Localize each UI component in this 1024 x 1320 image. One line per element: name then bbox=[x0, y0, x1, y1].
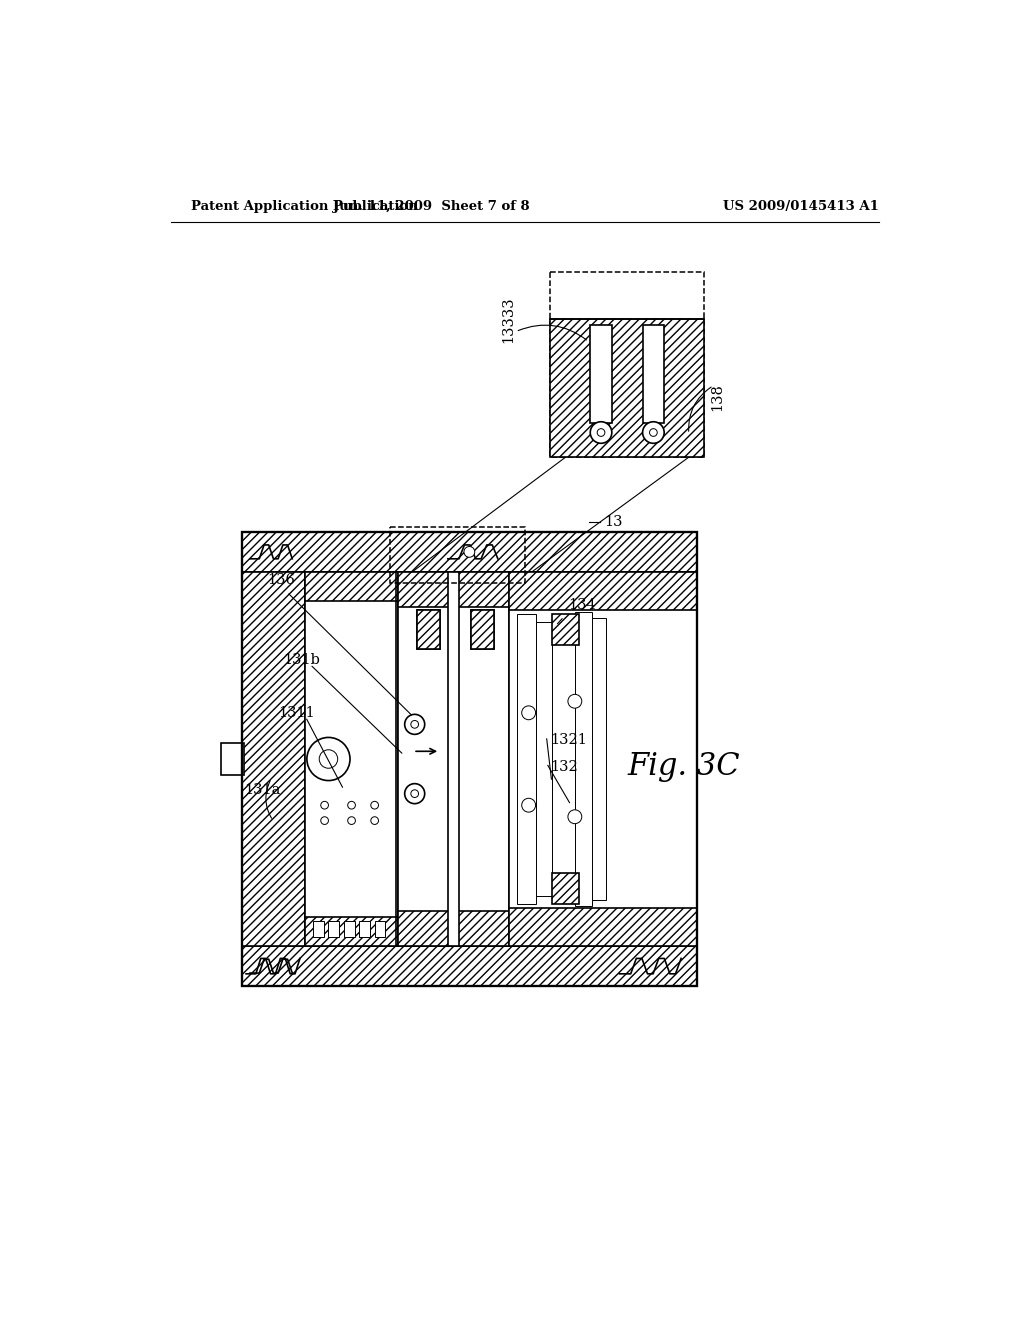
Bar bbox=[220, 743, 244, 775]
Bar bbox=[329, 921, 339, 937]
Bar bbox=[517, 614, 537, 904]
Circle shape bbox=[568, 809, 582, 824]
Bar bbox=[471, 610, 494, 649]
Bar bbox=[390, 527, 524, 582]
Bar bbox=[305, 572, 397, 601]
Bar bbox=[417, 610, 440, 649]
Bar bbox=[243, 572, 305, 946]
Text: Fig. 3C: Fig. 3C bbox=[628, 751, 739, 783]
Circle shape bbox=[521, 706, 536, 719]
Bar bbox=[509, 572, 696, 610]
Bar bbox=[305, 917, 397, 946]
Circle shape bbox=[321, 817, 329, 825]
Bar bbox=[305, 572, 397, 946]
Circle shape bbox=[411, 721, 419, 729]
Circle shape bbox=[643, 422, 665, 444]
Circle shape bbox=[371, 801, 379, 809]
Bar bbox=[509, 908, 696, 946]
Circle shape bbox=[404, 784, 425, 804]
Bar bbox=[447, 572, 459, 946]
Bar bbox=[552, 614, 579, 645]
Bar bbox=[537, 622, 552, 896]
Bar bbox=[243, 572, 696, 946]
Text: US 2009/0145413 A1: US 2009/0145413 A1 bbox=[723, 199, 879, 213]
Circle shape bbox=[319, 750, 338, 768]
Bar bbox=[305, 572, 397, 601]
Bar bbox=[313, 921, 324, 937]
Bar bbox=[359, 921, 370, 937]
Text: 134: 134 bbox=[568, 598, 596, 612]
Text: 13: 13 bbox=[604, 515, 623, 529]
Bar bbox=[375, 921, 385, 937]
Circle shape bbox=[404, 714, 425, 734]
Bar bbox=[243, 532, 696, 986]
Bar bbox=[509, 908, 696, 946]
Bar bbox=[509, 572, 696, 946]
Circle shape bbox=[321, 801, 329, 809]
Bar bbox=[574, 612, 592, 906]
Bar bbox=[550, 272, 705, 457]
Bar bbox=[397, 911, 509, 946]
Text: 136: 136 bbox=[267, 573, 296, 587]
Circle shape bbox=[521, 799, 536, 812]
Bar bbox=[552, 873, 579, 904]
Circle shape bbox=[411, 789, 419, 797]
Bar bbox=[243, 532, 696, 572]
Bar bbox=[509, 572, 696, 610]
Bar bbox=[590, 325, 611, 422]
Bar bbox=[397, 572, 509, 607]
Bar bbox=[552, 614, 579, 645]
Text: 13333: 13333 bbox=[501, 297, 515, 343]
Circle shape bbox=[464, 546, 475, 557]
Bar bbox=[243, 946, 696, 986]
Circle shape bbox=[371, 817, 379, 825]
Bar bbox=[417, 610, 440, 649]
Bar bbox=[471, 610, 494, 649]
Text: 1311: 1311 bbox=[279, 706, 315, 719]
Text: 1321: 1321 bbox=[550, 733, 587, 747]
Bar bbox=[643, 325, 665, 422]
Bar bbox=[552, 616, 574, 902]
Bar bbox=[243, 532, 696, 572]
Circle shape bbox=[590, 422, 611, 444]
Bar bbox=[550, 318, 705, 457]
Text: Patent Application Publication: Patent Application Publication bbox=[190, 199, 418, 213]
Bar bbox=[344, 921, 354, 937]
Text: Jun. 11, 2009  Sheet 7 of 8: Jun. 11, 2009 Sheet 7 of 8 bbox=[333, 199, 529, 213]
Bar bbox=[305, 917, 397, 946]
Circle shape bbox=[597, 429, 605, 437]
Bar bbox=[397, 572, 509, 607]
Circle shape bbox=[568, 694, 582, 708]
Bar bbox=[397, 911, 509, 946]
Circle shape bbox=[348, 817, 355, 825]
Bar bbox=[243, 572, 305, 946]
Text: 131a: 131a bbox=[245, 783, 281, 797]
Bar bbox=[417, 610, 440, 649]
Text: 132: 132 bbox=[550, 760, 578, 774]
Bar bbox=[243, 946, 696, 986]
Circle shape bbox=[348, 801, 355, 809]
Circle shape bbox=[649, 429, 657, 437]
Bar bbox=[471, 610, 494, 649]
Bar bbox=[550, 318, 705, 457]
Bar bbox=[592, 618, 605, 900]
Circle shape bbox=[307, 738, 350, 780]
Bar bbox=[552, 873, 579, 904]
Text: 131b: 131b bbox=[283, 653, 319, 668]
Bar bbox=[397, 572, 509, 946]
Text: 138: 138 bbox=[711, 383, 724, 411]
